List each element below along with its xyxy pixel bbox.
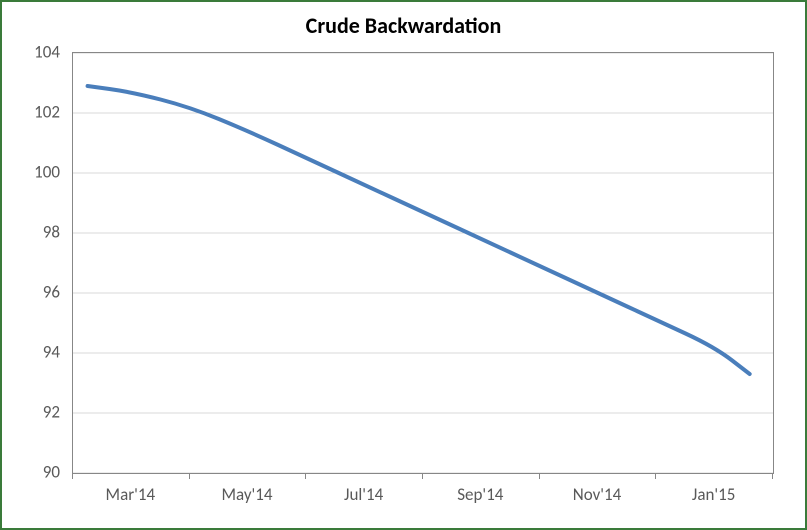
y-tick-label: 90 <box>43 462 60 483</box>
y-tick-label: 100 <box>34 162 60 183</box>
y-tick-label: 92 <box>43 402 60 423</box>
x-tick-label: May'14 <box>221 484 272 505</box>
x-tick <box>189 473 190 479</box>
x-tick <box>772 473 773 479</box>
x-tick-label: Jan'15 <box>692 484 735 505</box>
series-line <box>88 86 750 374</box>
x-tick-label: Jul'14 <box>344 484 383 505</box>
x-tick <box>72 473 73 479</box>
x-tick-label: Mar'14 <box>106 484 156 505</box>
chart-frame: Crude Backwardation 9092949698100102104 … <box>0 0 807 530</box>
y-tick-label: 104 <box>34 42 60 63</box>
plot-area <box>72 52 774 474</box>
x-tick-label: Sep'14 <box>457 484 503 505</box>
x-tick <box>305 473 306 479</box>
series-layer <box>73 53 773 473</box>
y-tick-label: 96 <box>43 282 60 303</box>
x-tick <box>655 473 656 479</box>
x-tick <box>422 473 423 479</box>
y-tick-label: 98 <box>43 222 60 243</box>
x-tick <box>539 473 540 479</box>
x-tick-label: Nov'14 <box>573 484 622 505</box>
y-tick-label: 94 <box>43 342 60 363</box>
chart-title: Crude Backwardation <box>2 12 805 39</box>
y-tick-label: 102 <box>34 102 60 123</box>
